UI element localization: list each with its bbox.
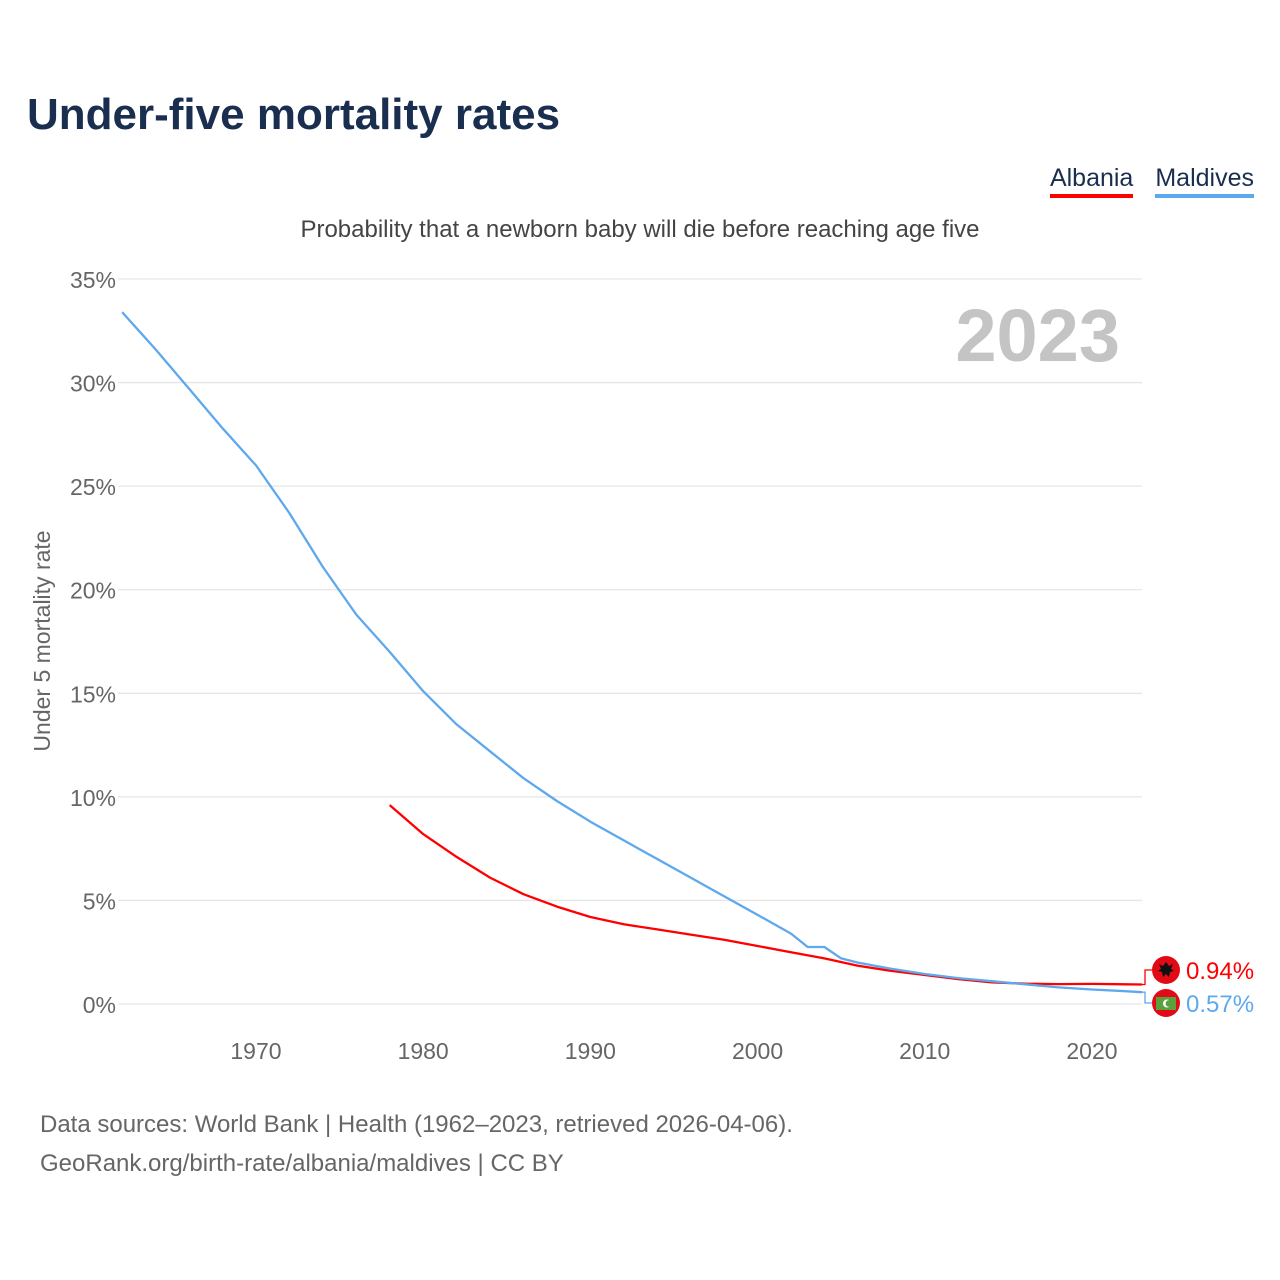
albania-flag-icon (1152, 956, 1180, 984)
end-value-label: 0.94% (1186, 958, 1254, 985)
x-tick-label: 2010 (899, 1038, 950, 1064)
series-line-maldives (121, 311, 1143, 994)
y-axis-label: Under 5 mortality rate (29, 530, 55, 751)
chart-subtitle: Probability that a newborn baby will die… (300, 216, 980, 243)
legend: Albania Maldives (1049, 164, 1254, 198)
source-note: Data sources: World Bank | Health (1962–… (40, 1111, 793, 1138)
x-tick-label: 1980 (398, 1038, 449, 1064)
series-line-albania (388, 804, 1143, 986)
y-tick-label: 25% (70, 474, 116, 500)
source-link[interactable]: GeoRank.org/birth-rate/albania/maldives … (40, 1150, 564, 1177)
x-tick-label: 2020 (1066, 1038, 1117, 1064)
chart-title: Under-five mortality rates (27, 90, 561, 139)
x-tick-label: 1990 (565, 1038, 616, 1064)
y-tick-label: 30% (70, 371, 116, 397)
y-tick-label: 15% (70, 681, 116, 707)
year-watermark: 2023 (955, 294, 1120, 377)
y-tick-label: 20% (70, 578, 116, 604)
y-tick-label: 35% (70, 267, 116, 293)
end-value-label: 0.57% (1186, 991, 1254, 1018)
y-tick-label: 10% (70, 785, 116, 811)
x-tick-label: 2000 (732, 1038, 783, 1064)
y-tick-label: 0% (83, 992, 116, 1018)
maldives-flag-icon (1152, 989, 1180, 1017)
y-tick-label: 5% (83, 888, 116, 914)
connector (1142, 969, 1152, 986)
connector (1142, 991, 1152, 1004)
footer: Data sources: World Bank | Health (1962–… (40, 1105, 793, 1183)
x-tick-label: 1970 (230, 1038, 281, 1064)
legend-item-albania[interactable]: Albania (1049, 164, 1134, 198)
legend-item-maldives[interactable]: Maldives (1155, 164, 1254, 198)
